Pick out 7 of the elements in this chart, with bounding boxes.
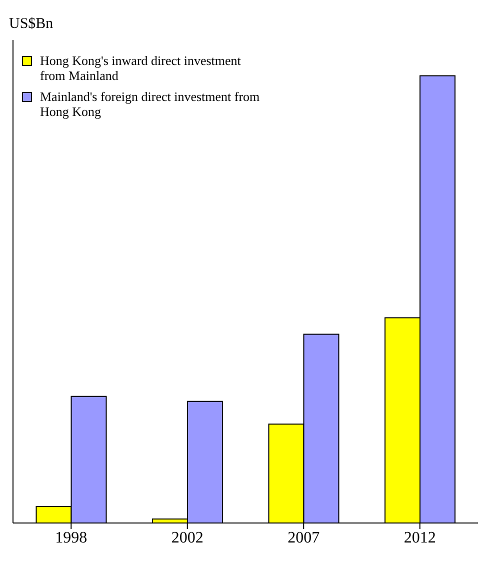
legend-label: Hong Kong's inward direct investment from Mainland bbox=[40, 53, 242, 83]
x-tick-label: 2007 bbox=[288, 529, 320, 546]
x-tick-label: 1998 bbox=[55, 529, 88, 546]
x-tick-label: 2002 bbox=[171, 529, 204, 546]
x-tick-label: 2012 bbox=[404, 529, 436, 546]
y-axis-title: US$Bn bbox=[9, 16, 54, 32]
legend-label: Mainland's foreign direct investment from Hong Kong bbox=[40, 89, 261, 119]
